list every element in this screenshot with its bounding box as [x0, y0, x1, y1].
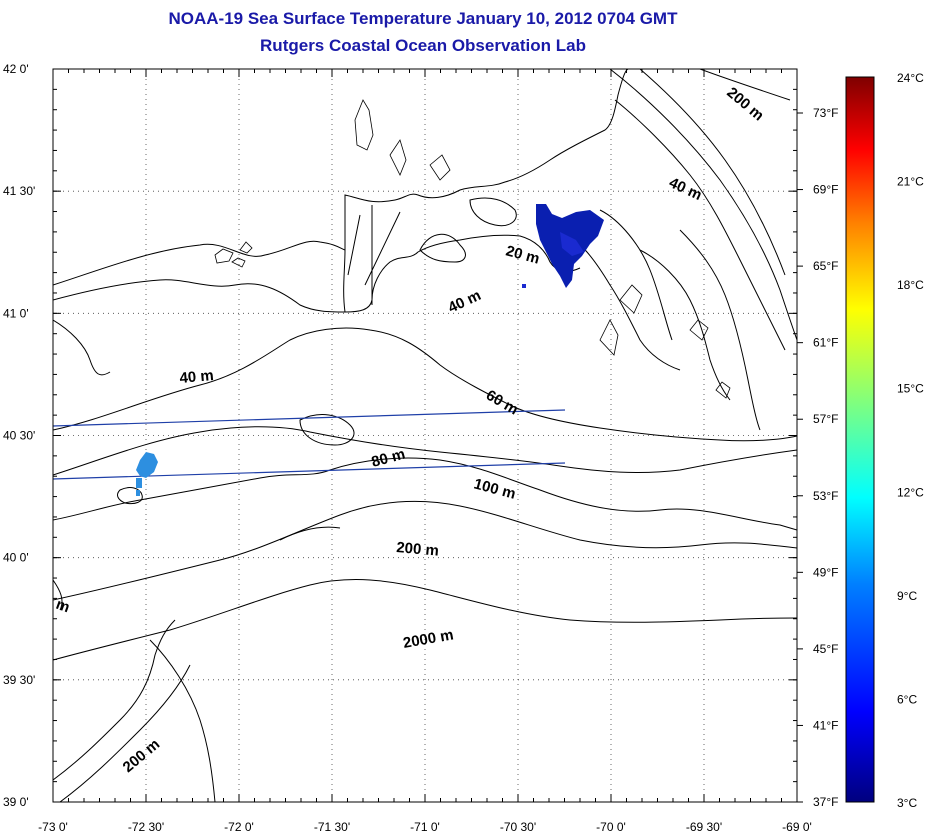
colorbar-celsius-label: 21°C [897, 175, 924, 189]
depth-label-200m-mid: 200 m [396, 539, 440, 560]
colorbar-celsius-label: 6°C [897, 692, 917, 706]
colorbar-celsius-label: 15°C [897, 382, 924, 396]
colorbar-celsius-label: 12°C [897, 485, 924, 499]
transect-line-north [53, 409, 566, 427]
depth-label-40m-mid: 40 m [446, 287, 484, 317]
x-tick-label: -73 0' [38, 820, 68, 834]
x-tick-label: -69 30' [686, 820, 722, 834]
depth-label-200m-sw: 200 m [120, 736, 164, 776]
islands [214, 99, 731, 399]
colorbar-celsius-label: 24°C [897, 71, 924, 85]
depth-label-60m: 60 m [483, 387, 521, 419]
y-tick-label: 39 0' [3, 795, 29, 809]
x-tick-label: -71 30' [314, 820, 350, 834]
x-tick-label: -70 30' [500, 820, 536, 834]
colorbar-celsius-label: 18°C [897, 278, 924, 292]
x-tick-label: -72 0' [224, 820, 254, 834]
colorbar-celsius-labels: 24°C 21°C 18°C 15°C 12°C 9°C 6°C 3°C [897, 71, 924, 810]
colorbar-fahrenheit-label: 73°F [813, 106, 838, 120]
x-tick-label: -72 30' [128, 820, 164, 834]
depth-label-40m-ne: 40 m [666, 174, 704, 204]
depth-label-20m: 20 m [504, 242, 541, 267]
depth-label-40m-west: 40 m [179, 367, 215, 387]
y-tick-label: 39 30' [3, 673, 35, 687]
colorbar-fahrenheit-label: 49°F [813, 565, 838, 579]
colorbar-celsius-label: 9°C [897, 589, 917, 603]
y-tick-label: 41 30' [3, 184, 35, 198]
depth-label-2000m: 2000 m [402, 626, 455, 652]
transect-lines [53, 409, 566, 480]
colorbar-fahrenheit-label: 41°F [813, 718, 838, 732]
y-tick-label: 40 30' [3, 429, 35, 443]
y-tick-label: 41 0' [3, 306, 29, 320]
x-axis-labels: -73 0' -72 30' -72 0' -71 30' -71 0' -70 30' -… [38, 820, 812, 834]
x-tick-label: -69 0' [782, 820, 812, 834]
map-subtitle: Rutgers Coastal Ocean Observation Lab [260, 36, 586, 55]
colorbar: 24°C 21°C 18°C 15°C 12°C 9°C 6°C 3°C 73°F 69°F 65… [797, 71, 924, 810]
map-content [53, 69, 797, 802]
axis-ticks [52, 68, 798, 803]
colorbar-fahrenheit-label: 57°F [813, 412, 838, 426]
y-tick-label: 40 0' [3, 551, 29, 565]
depth-labels: 200 m 40 m 20 m 40 m 40 m 60 m 80 m 100 … [54, 84, 767, 776]
map-title: NOAA-19 Sea Surface Temperature January … [168, 9, 678, 28]
colorbar-fahrenheit-labels: 73°F 69°F 65°F 61°F 57°F 53°F 49°F 45°F 41°F 37°F [797, 106, 838, 809]
colorbar-fahrenheit-label: 37°F [813, 795, 838, 809]
colorbar-fahrenheit-label: 61°F [813, 336, 838, 350]
depth-label-80m: 80 m [370, 446, 407, 471]
sst-patch-cool [136, 452, 158, 478]
bathymetry-contours [53, 69, 797, 802]
transect-line-south [53, 462, 566, 480]
sst-data-pixels [136, 204, 604, 496]
depth-label-partial: m [54, 596, 72, 617]
y-axis-labels-left: 42 0' 41 30' 41 0' 40 30' 40 0' 39 30' 39 0' [3, 62, 35, 809]
colorbar-fahrenheit-label: 65°F [813, 259, 838, 273]
colorbar-celsius-label: 3°C [897, 796, 917, 810]
colorbar-fahrenheit-label: 69°F [813, 183, 838, 197]
colorbar-fahrenheit-label: 53°F [813, 489, 838, 503]
x-tick-label: -71 0' [410, 820, 440, 834]
x-tick-label: -70 0' [596, 820, 626, 834]
colorbar-fahrenheit-label: 45°F [813, 642, 838, 656]
graticule-grid [53, 69, 797, 802]
y-tick-label: 42 0' [3, 62, 29, 76]
coastline [53, 69, 786, 431]
colorbar-gradient [845, 76, 875, 803]
